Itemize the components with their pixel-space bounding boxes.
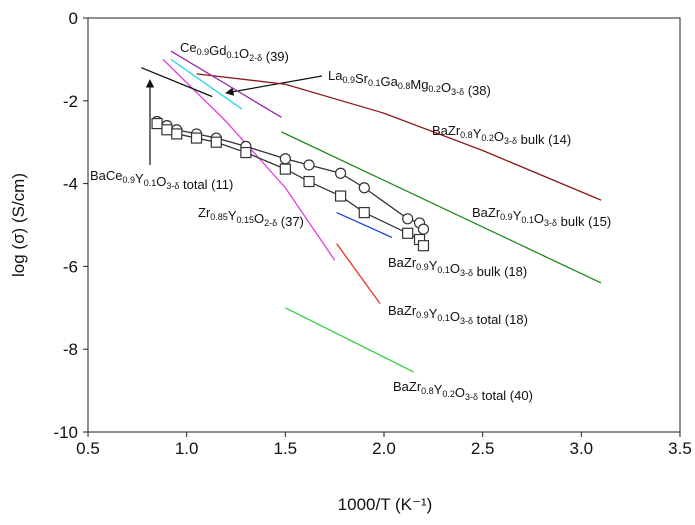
annotation: BaZr0.8Y0.2O3-δ total (40)	[393, 379, 533, 403]
x-axis-label: 1000/T (K⁻¹)	[338, 495, 433, 514]
marker	[190, 132, 203, 144]
marker	[358, 182, 370, 194]
marker	[358, 206, 370, 219]
annotation: BaCe0.9Y0.1O3-δ total (11)	[90, 168, 233, 192]
y-tick-label: -10	[53, 423, 78, 442]
marker	[402, 227, 414, 239]
marker	[151, 117, 163, 130]
y-tick-label: -8	[63, 340, 78, 359]
x-tick-label: 2.0	[372, 439, 396, 458]
x-tick-label: 3.5	[668, 439, 692, 458]
series-line	[336, 211, 393, 239]
series-line	[281, 131, 602, 284]
annotation: BaZr0.9Y0.1O3-δ total (18)	[388, 303, 528, 327]
series-line	[141, 67, 213, 98]
x-tick-label: 0.5	[76, 439, 100, 458]
marker	[417, 223, 430, 235]
series-line	[285, 307, 414, 373]
marker	[417, 240, 430, 252]
x-tick-label: 1.5	[274, 439, 298, 458]
y-tick-label: -6	[63, 257, 78, 276]
annotation: BaZr0.8Y0.2O3-δ bulk (14)	[432, 123, 571, 147]
annotation: BaZr0.9Y0.1O3-δ bulk (15)	[472, 205, 611, 229]
series-line	[196, 73, 602, 201]
marker	[334, 167, 347, 179]
annotation: La0.9Sr0.1Ga0.8Mg0.2O3-δ (38)	[328, 68, 491, 98]
marker	[303, 159, 315, 171]
marker	[171, 128, 183, 140]
marker	[303, 175, 315, 188]
x-tick-label: 3.0	[570, 439, 594, 458]
series-line	[170, 58, 243, 110]
y-axis-label: log (σ) (S/cm)	[9, 173, 28, 277]
y-tick-label: 0	[69, 9, 78, 28]
y-tick-label: -2	[63, 92, 78, 111]
marker	[240, 146, 252, 159]
annotation: Zr0.85Y0.15O2-δ (37)	[198, 205, 304, 229]
marker	[334, 190, 347, 202]
marker	[279, 163, 291, 175]
annotation: BaZr0.9Y0.1O3-δ bulk (18)	[388, 255, 527, 279]
arrow	[225, 75, 323, 96]
x-tick-label: 1.0	[175, 439, 199, 458]
annotation: Ce0.9Gd0.1O2-δ (39)	[180, 40, 289, 64]
marker	[210, 136, 222, 148]
marker	[402, 213, 414, 225]
x-tick-label: 2.5	[471, 439, 495, 458]
marker	[161, 124, 173, 136]
marker	[279, 153, 291, 165]
y-tick-label: -4	[63, 175, 78, 194]
series-line	[162, 58, 336, 261]
series-line	[336, 243, 381, 305]
series-line	[170, 50, 282, 118]
